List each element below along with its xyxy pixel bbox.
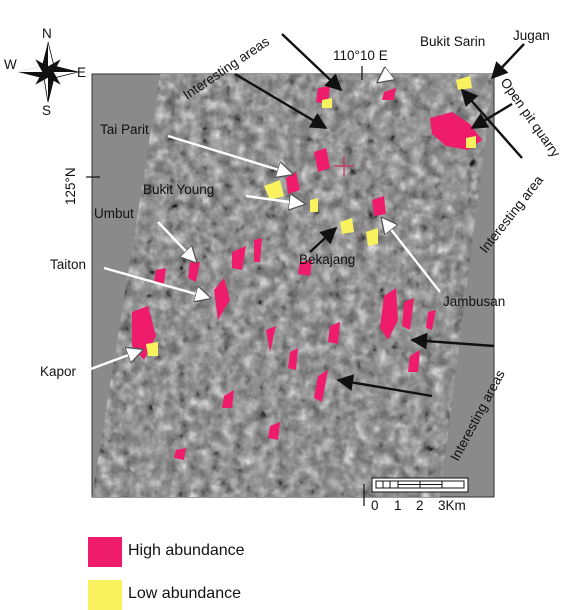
scale-bar <box>363 477 469 506</box>
label-open-pit-quarry: Open pit quarry <box>498 75 564 160</box>
arrow-tai-parit <box>167 134 292 174</box>
grid-cross <box>334 156 354 176</box>
label-bukit-young: Bukit Young <box>143 182 214 197</box>
arrow-bukit-young <box>245 196 304 204</box>
legend-item-high: High abundance <box>88 531 348 567</box>
label-jugan: Jugan <box>513 28 550 43</box>
label-jambusan: Jambusan <box>443 294 505 309</box>
label-taiton: Taiton <box>50 257 86 272</box>
low-abundance-patches <box>146 76 476 356</box>
scale-tick-1: 1 <box>394 498 402 513</box>
scale-tick-0: 0 <box>371 498 379 513</box>
compass-west-label: W <box>4 57 17 72</box>
low-abundance-swatch <box>88 580 122 610</box>
compass-south-label: S <box>42 103 51 118</box>
arrow-taiton <box>103 266 210 298</box>
label-bekajang: Bekajang <box>299 252 355 267</box>
scale-tick-2: 2 <box>416 498 424 513</box>
high-abundance-label: High abundance <box>128 542 245 559</box>
arrow-open-pit-quarry <box>470 102 513 130</box>
longitude-label: 110°10 E <box>333 48 388 63</box>
satellite-scene <box>92 74 494 497</box>
arrow-interesting-areas-bottom-2 <box>336 374 433 398</box>
compass-east-label: E <box>77 65 86 80</box>
arrow-jambusan <box>382 218 441 293</box>
arrow-interesting-areas-top-2 <box>281 33 343 92</box>
abundance-map: N S E W 110°10 E 125°N Interesting areas… <box>4 26 564 513</box>
annotation-arrows <box>87 33 525 398</box>
compass-north-label: N <box>42 26 52 41</box>
arrow-interesting-areas-top-1 <box>234 72 328 130</box>
high-abundance-swatch <box>88 537 122 567</box>
low-abundance-label: Low abundance <box>128 585 241 602</box>
label-tai-parit: Tai Parit <box>100 122 149 137</box>
label-kapor: Kapor <box>40 364 77 379</box>
arrow-jugan <box>490 43 525 80</box>
latitude-label: 125°N <box>63 167 78 205</box>
arrow-bekajang <box>309 226 338 253</box>
label-umbut: Umbut <box>94 206 134 221</box>
arrow-interesting-area-right <box>460 88 523 159</box>
label-bukit-sarin: Bukit Sarin <box>420 34 485 49</box>
scale-tick-3: 3Km <box>438 498 466 513</box>
arrow-kapor <box>87 350 142 372</box>
legend-item-low: Low abundance <box>88 574 348 610</box>
arrow-bukit-sarin <box>378 51 419 82</box>
arrow-umbut <box>157 221 196 262</box>
compass-rose <box>18 41 79 103</box>
arrow-interesting-areas-bottom-1 <box>410 332 495 350</box>
